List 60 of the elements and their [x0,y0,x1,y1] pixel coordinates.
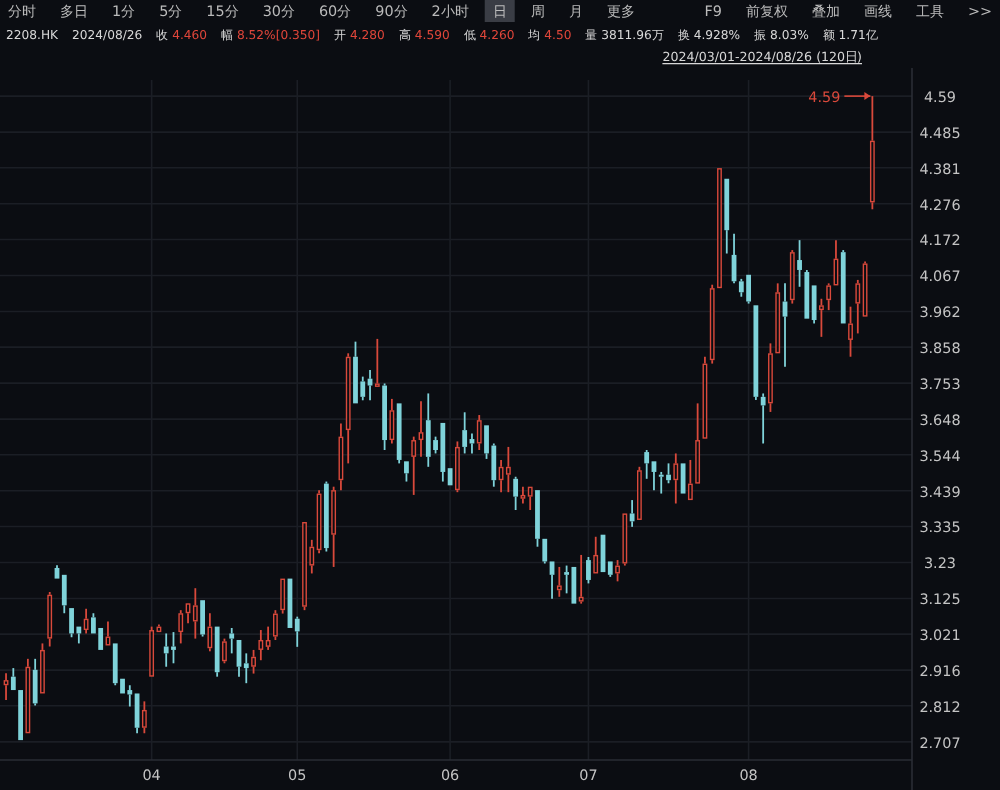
candlestick [389,398,395,445]
candlestick [440,422,446,483]
candlestick [709,283,715,365]
candlestick [18,690,23,741]
candlestick [192,587,198,640]
candlestick [163,632,169,668]
candlestick [265,625,271,651]
candlestick [804,269,810,319]
candlestick [382,382,387,451]
candlestick [542,538,548,565]
candlestick [47,591,53,648]
candlestick [622,513,628,567]
candlestick [61,574,67,615]
candlestick [593,535,599,574]
candlestick [513,475,519,511]
candlestick [687,459,693,501]
candlestick [83,607,89,635]
candlestick [629,499,635,528]
candlestick [258,629,264,662]
candlestick [578,554,584,605]
candlestick [411,435,417,496]
candlestick [717,168,722,289]
candlestick [229,627,235,655]
candlestick [214,626,220,678]
candlestick [673,452,679,505]
candlestick [724,178,730,255]
candlestick [178,609,184,645]
candlestick [505,446,511,494]
candlestick [869,95,875,211]
candlestick [695,402,701,484]
candlestick [331,485,337,568]
candlestick [527,486,533,511]
candlestick [753,305,759,401]
candlestick [25,657,31,734]
candlestick [476,414,482,451]
candlestick [840,249,846,324]
candlestick [10,667,16,691]
candlestick [374,338,380,387]
candlestick [556,566,562,598]
candlestick [760,392,766,445]
candlestick [571,566,577,604]
candlestick [323,480,329,553]
candlestick [826,282,832,311]
candlestick [345,352,351,465]
candlestick [200,600,205,638]
candlestick [738,277,744,298]
candlestick [207,612,213,653]
candlestick [658,471,664,495]
candlestick [32,657,38,707]
candlestick [789,249,795,305]
candlestick [112,643,118,687]
candlestick [644,449,650,480]
candlestick [149,625,155,677]
candlestick [425,392,431,468]
candlestick [396,403,402,465]
candlestick [746,274,751,305]
candlestick [280,578,286,615]
candlestick [775,282,781,354]
candlestick [141,700,147,735]
candlestick [462,411,468,455]
